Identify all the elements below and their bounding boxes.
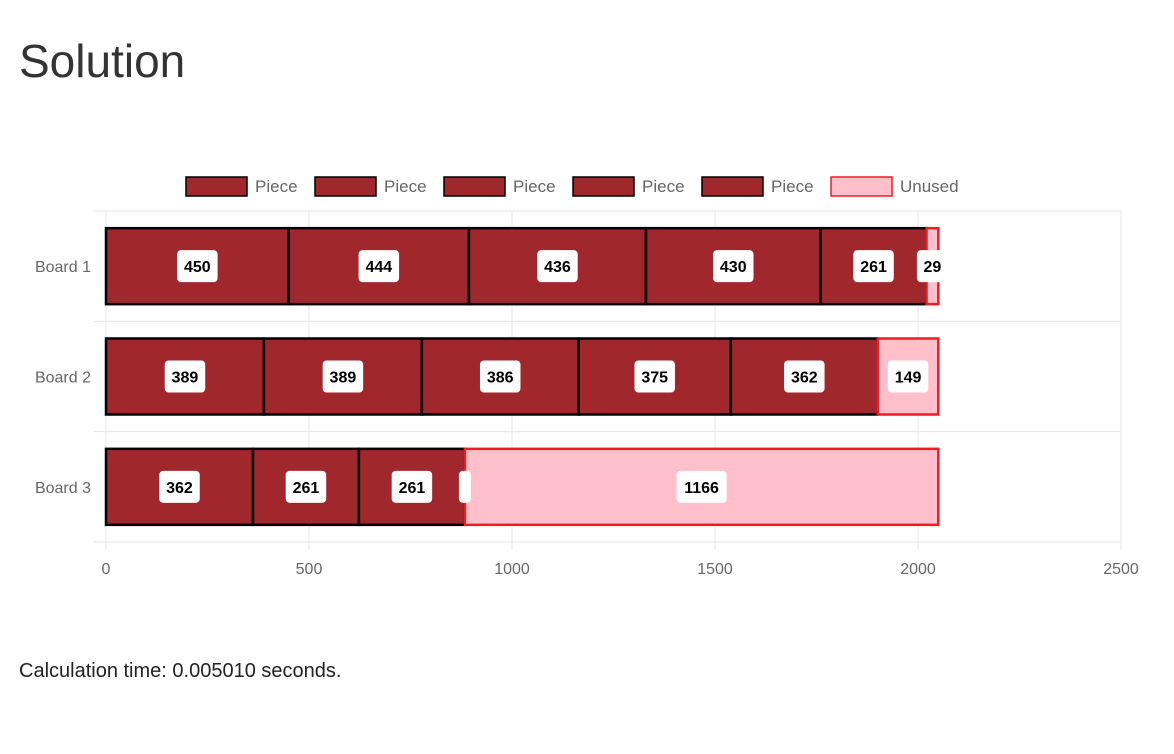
legend-swatch-piece — [701, 176, 764, 197]
data-label-box — [159, 470, 200, 503]
data-label-box — [358, 250, 400, 283]
data-label: 362 — [791, 370, 818, 387]
data-label: 29 — [924, 259, 942, 276]
board-cutting-chart: Piece Piece Piece Piece Piece Unused 450 444 43… — [35, 176, 1139, 578]
calculation-time-suffix: seconds. — [261, 660, 342, 682]
legend-label: Piece — [384, 177, 427, 196]
data-label-box — [853, 250, 894, 283]
legend-label: Unused — [900, 177, 959, 196]
calculation-time: Calculation time: 0.005010 seconds. — [19, 660, 341, 683]
x-axis-tick-label: 500 — [296, 561, 323, 578]
legend-swatch-piece — [572, 176, 635, 197]
legend-swatch-unused — [830, 176, 893, 197]
data-label-box — [537, 250, 578, 283]
data-label: 362 — [166, 480, 193, 497]
x-axis-tick-label: 1500 — [697, 561, 733, 578]
x-axis-tick-label: 0 — [102, 561, 111, 578]
y-axis-labels: Board 1 Board 2 Board 3 — [35, 259, 91, 497]
data-label: 1166 — [684, 480, 719, 497]
data-label: 386 — [487, 370, 514, 387]
data-label-box — [479, 360, 521, 393]
data-label: 430 — [720, 259, 747, 276]
legend-label: Piece — [513, 177, 556, 196]
data-label-box — [391, 470, 433, 503]
data-label: 444 — [365, 259, 392, 276]
legend-label: Piece — [255, 177, 298, 196]
data-label: 149 — [895, 370, 922, 387]
x-axis-ticks: 0 500 1000 1500 2000 2500 — [102, 561, 1139, 578]
data-label-box — [887, 360, 929, 393]
chart-bars: 450 444 436 430 261 29 389 389 386 375 362 149 362 26… — [104, 226, 948, 527]
legend-swatch-piece — [185, 176, 248, 197]
data-label-box — [177, 250, 218, 283]
data-label-box — [916, 250, 948, 283]
legend-swatch-piece — [443, 176, 506, 197]
data-label: 389 — [330, 370, 357, 387]
y-axis-label: Board 2 — [35, 370, 91, 387]
page-title: Solution — [19, 35, 186, 87]
data-label: 261 — [399, 480, 426, 497]
chart-legend: Piece Piece Piece Piece Piece Unused — [185, 176, 959, 197]
data-label-box — [784, 360, 825, 393]
data-label: 389 — [172, 370, 199, 387]
data-label-box — [676, 470, 727, 503]
data-label: 261 — [293, 480, 320, 497]
x-axis-tick-label: 1000 — [494, 561, 530, 578]
data-label: 375 — [641, 370, 668, 387]
calculation-time-value: 0.005010 — [172, 660, 256, 682]
data-label: 436 — [544, 259, 571, 276]
x-axis-tick-label: 2500 — [1103, 561, 1139, 578]
data-label-box — [458, 470, 471, 503]
x-axis-tick-label: 2000 — [900, 561, 936, 578]
y-axis-label: Board 3 — [35, 480, 91, 497]
data-label-box — [285, 470, 327, 503]
data-label-box — [164, 360, 206, 393]
data-label: 450 — [184, 259, 211, 276]
data-label-box — [322, 360, 364, 393]
data-label: 261 — [860, 259, 887, 276]
data-label-box — [634, 360, 675, 393]
data-label-box — [713, 250, 754, 283]
legend-label: Piece — [642, 177, 685, 196]
y-axis-label: Board 1 — [35, 259, 91, 276]
legend-label: Piece — [771, 177, 814, 196]
calculation-time-prefix: Calculation time: — [19, 660, 167, 682]
legend-swatch-piece — [314, 176, 377, 197]
